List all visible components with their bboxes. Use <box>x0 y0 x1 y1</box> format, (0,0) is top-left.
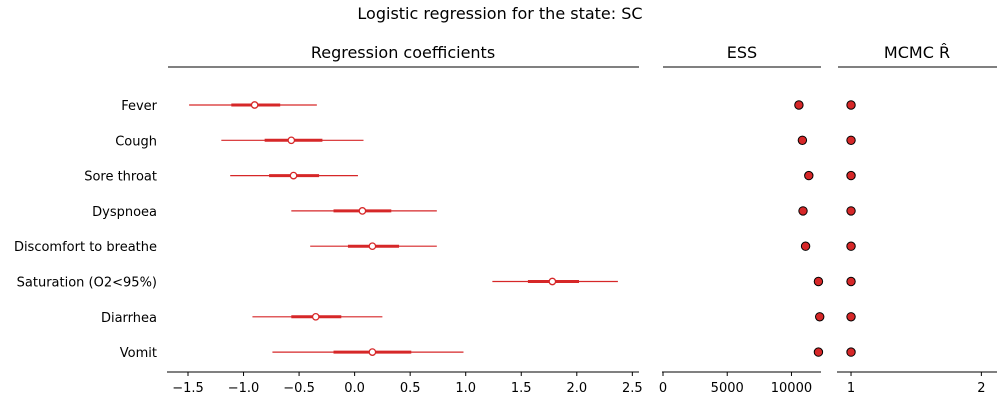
mean-point <box>287 136 296 145</box>
x-tick-label: −1.5 <box>172 381 204 396</box>
x-tick-label: 0.5 <box>400 381 421 396</box>
x-tick-label: 1.5 <box>511 381 532 396</box>
panel-regression-coefficients: Regression coefficients −1.5 −1.0 −0.5 0.0 0… <box>167 43 643 396</box>
ess-point <box>804 170 814 181</box>
ess-point <box>813 347 824 357</box>
x-tick-label: 2.5 <box>622 381 643 396</box>
rhat-point <box>846 135 856 146</box>
rhat-point <box>846 241 856 251</box>
x-tick-label: 2.0 <box>566 381 587 396</box>
rhat-point <box>846 276 856 287</box>
mean-point <box>250 101 259 109</box>
panel-ess: ESS 0 5000 10000 <box>659 43 825 396</box>
panel-title-ess: ESS <box>727 43 757 62</box>
x-tick-label: 1 <box>847 381 855 396</box>
x-tick-label: 0.0 <box>344 381 365 396</box>
x-tick-label: −0.5 <box>283 381 315 396</box>
mean-point <box>311 312 320 321</box>
mean-point <box>289 171 298 180</box>
x-tick-label: 1.0 <box>455 381 476 396</box>
ess-point <box>813 276 824 287</box>
rhat-point <box>846 206 856 216</box>
rhat-point <box>846 347 856 357</box>
row-label: Fever <box>121 99 157 114</box>
x-tick-label: 5000 <box>711 381 744 396</box>
row-label: Diarrhea <box>101 311 157 326</box>
panel-title-rhat: MCMC R̂ <box>884 43 950 62</box>
row-label: Sore throat <box>84 170 157 185</box>
x-tick-label: 10000 <box>771 381 812 396</box>
ess-point <box>800 241 811 251</box>
row-label: Saturation (O2<95%) <box>17 276 157 291</box>
row-label: Discomfort to breathe <box>14 240 157 255</box>
mean-point <box>368 348 377 356</box>
row-labels: Fever Cough Sore throat Dyspnoea Discomfort … <box>14 99 158 361</box>
ess-point <box>797 135 808 146</box>
row-label: Vomit <box>120 346 157 361</box>
row-label: Cough <box>115 134 157 149</box>
ess-point <box>794 100 804 110</box>
mean-point <box>368 242 377 251</box>
panel-mcmc-rhat: MCMC R̂ 1 2 <box>837 43 997 396</box>
rhat-point <box>846 312 856 322</box>
x-tick-label: 0 <box>659 381 667 396</box>
row-label: Dyspnoea <box>92 205 157 220</box>
rhat-point <box>846 100 856 110</box>
mean-point <box>358 207 367 215</box>
ess-point <box>798 206 808 216</box>
x-tick-label: −1.0 <box>228 381 260 396</box>
panel-title-coefficients: Regression coefficients <box>311 43 495 62</box>
rhat-point <box>846 170 856 181</box>
ess-point <box>815 312 825 322</box>
figure-title: Logistic regression for the state: SC <box>357 4 642 23</box>
mean-point <box>548 277 557 286</box>
x-tick-label: 2 <box>977 381 985 396</box>
